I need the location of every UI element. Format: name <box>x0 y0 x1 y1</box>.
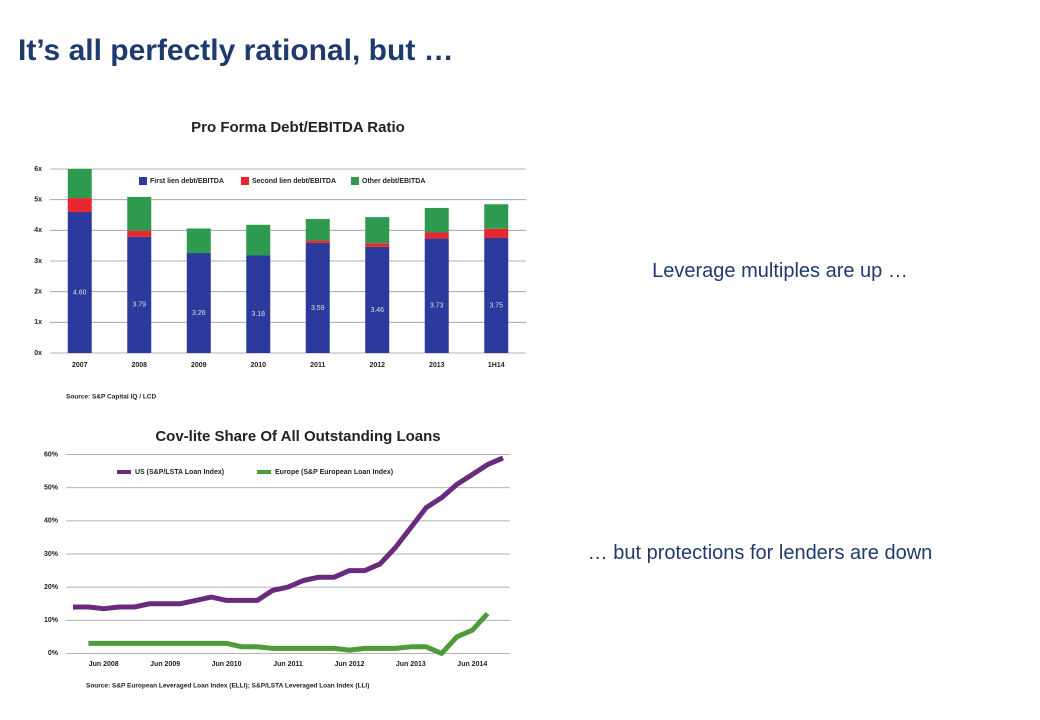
bar-segment <box>67 198 92 212</box>
x-tick-label: 2013 <box>429 362 445 369</box>
legend-swatch <box>241 177 249 185</box>
value-label: 3.59 <box>311 305 325 312</box>
bar-segment <box>67 169 92 199</box>
x-tick-label: Jun 2011 <box>273 661 303 668</box>
bar-segment <box>127 230 152 237</box>
x-tick-label: 2012 <box>369 362 385 369</box>
value-label: 3.75 <box>489 302 503 309</box>
y-tick-label: 4x <box>34 227 42 234</box>
x-tick-label: Jun 2010 <box>212 661 242 668</box>
y-tick-label: 6x <box>34 166 42 173</box>
note: Leverage multiples are up … <box>652 260 908 282</box>
bar-segment <box>67 211 92 353</box>
x-tick-label: 2010 <box>250 362 266 369</box>
legend-swatch <box>351 177 359 185</box>
legend-label: Second lien debt/EBITDA <box>252 178 336 185</box>
chart-title: Pro Forma Debt/EBITDA Ratio <box>191 119 405 136</box>
x-tick-label: 2007 <box>72 362 88 369</box>
bar-segment <box>305 240 330 243</box>
legend-label: Europe (S&P European Loan Index) <box>275 469 393 476</box>
y-tick-label: 60% <box>44 451 59 458</box>
y-tick-label: 0x <box>34 350 42 357</box>
y-tick-label: 40% <box>44 518 59 525</box>
bar-segment <box>127 236 152 353</box>
slide-title: It’s all perfectly rational, but … <box>18 34 454 67</box>
y-tick-label: 10% <box>44 617 59 624</box>
series-line <box>73 455 504 612</box>
legend-label: US (S&P/LSTA Loan Index) <box>135 469 224 476</box>
charts: Pro Forma Debt/EBITDA Ratio Source: S&P C… <box>34 119 526 690</box>
value-label: 3.73 <box>430 303 444 310</box>
bar-segment <box>365 243 390 247</box>
bar-segment <box>305 242 330 353</box>
legend-label: Other debt/EBITDA <box>362 178 425 185</box>
bar-segment <box>484 238 509 353</box>
x-tick-label: Jun 2008 <box>89 661 119 668</box>
x-tick-label: Jun 2009 <box>150 661 180 668</box>
value-label: 3.46 <box>370 307 384 314</box>
y-tick-label: 5x <box>34 197 42 204</box>
legend-swatch <box>139 177 147 185</box>
bar-segment <box>186 228 211 254</box>
bar-segment <box>246 255 271 353</box>
bar-segment <box>424 207 449 233</box>
x-tick-label: 2008 <box>131 362 147 369</box>
x-tick-label: 1H14 <box>488 362 505 369</box>
value-label: 3.26 <box>192 310 206 317</box>
bar-segment <box>365 217 390 244</box>
y-tick-label: 2x <box>34 289 42 296</box>
value-label: 4.60 <box>73 289 87 296</box>
bar-segment <box>484 204 509 229</box>
bar-segment <box>424 232 449 239</box>
bar-segment <box>246 224 271 256</box>
chart-title: Cov-lite Share Of All Outstanding Loans <box>155 428 440 445</box>
bar-segment <box>365 246 390 353</box>
y-tick-label: 0% <box>48 650 59 657</box>
x-tick-label: 2011 <box>310 362 325 369</box>
y-tick-label: 20% <box>44 584 59 591</box>
value-label: 3.79 <box>132 302 146 309</box>
bar-segment <box>484 228 509 238</box>
bar-segment <box>127 196 152 231</box>
y-tick-label: 30% <box>44 551 59 558</box>
source: Source: S&P Capital IQ / LCD <box>66 394 156 401</box>
y-tick-label: 1x <box>34 319 42 326</box>
x-tick-label: Jun 2014 <box>457 661 487 668</box>
source: Source: S&P European Leveraged Loan Inde… <box>86 683 369 690</box>
value-label: 3.18 <box>251 311 265 318</box>
bar-segment <box>186 253 211 353</box>
y-tick-label: 50% <box>44 485 59 492</box>
legend-label: First lien debt/EBITDA <box>150 178 224 185</box>
x-tick-label: 2009 <box>191 362 207 369</box>
series-line <box>88 611 490 656</box>
x-tick-label: Jun 2012 <box>334 661 364 668</box>
y-tick-label: 3x <box>34 258 42 265</box>
bar-segment <box>305 218 330 241</box>
note: … but protections for lenders are down <box>587 542 933 564</box>
x-tick-label: Jun 2013 <box>396 661 426 668</box>
bar-segment <box>424 238 449 353</box>
